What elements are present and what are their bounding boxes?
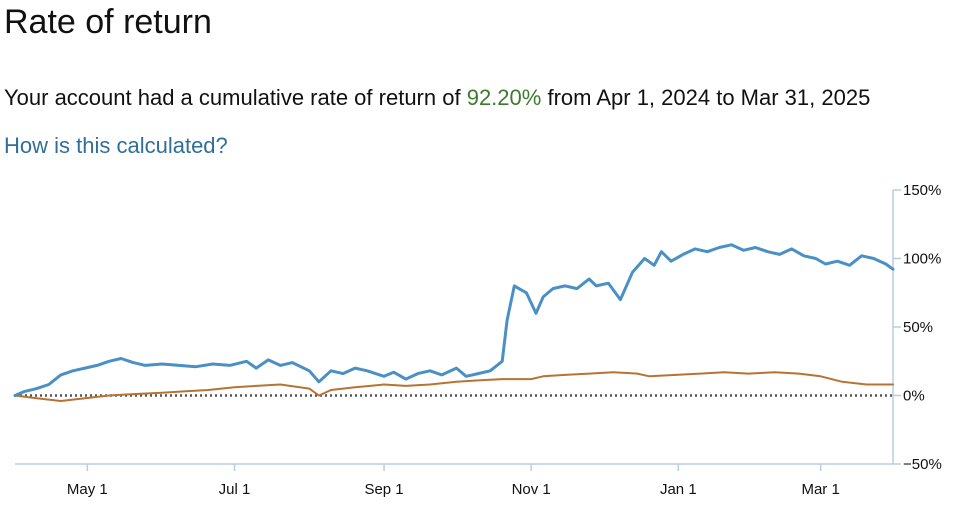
return-summary: Your account had a cumulative rate of re… — [4, 84, 870, 112]
summary-date-range: from Apr 1, 2024 to Mar 31, 2025 — [547, 85, 871, 110]
how-calculated-link[interactable]: How is this calculated? — [4, 133, 228, 158]
y-tick-label: 50% — [903, 319, 933, 336]
account-return-line — [13, 243, 895, 397]
x-tick-label: Jul 1 — [219, 481, 251, 498]
summary-prefix: Your account had a cumulative rate of re… — [4, 85, 461, 110]
x-tick-label: Mar 1 — [801, 481, 839, 498]
page-title: Rate of return — [4, 3, 212, 41]
x-tick-label: Nov 1 — [512, 481, 551, 498]
rate-of-return-chart: 150% 100% 50% 0% −50% May 1 Jul 1 Sep 1 Nov 1 Jan… — [13, 182, 942, 498]
y-tick-label: 100% — [903, 251, 941, 268]
x-tick-label: Sep 1 — [364, 481, 403, 498]
tick-labels-layer: 150% 100% 50% 0% −50% May 1 Jul 1 Sep 1 Nov 1 Jan… — [67, 182, 942, 498]
y-tick-label: −50% — [903, 456, 942, 473]
x-tick-label: May 1 — [67, 481, 108, 498]
series-layer — [13, 243, 895, 402]
axes-layer — [15, 189, 901, 471]
x-tick-label: Jan 1 — [660, 481, 697, 498]
y-tick-label: 0% — [903, 388, 925, 405]
benchmark-return-line — [14, 371, 894, 402]
cumulative-rate-value: 92.20% — [466, 85, 542, 110]
y-tick-label: 150% — [903, 182, 941, 199]
